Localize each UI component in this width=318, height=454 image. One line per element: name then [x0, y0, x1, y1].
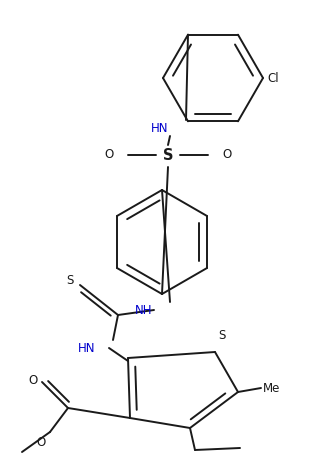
- Text: HN: HN: [150, 122, 168, 134]
- Text: O: O: [29, 374, 38, 386]
- Text: Cl: Cl: [267, 71, 279, 84]
- Text: NH: NH: [135, 304, 152, 316]
- Text: S: S: [218, 329, 225, 342]
- Text: HN: HN: [78, 341, 95, 355]
- Text: O: O: [105, 148, 114, 162]
- Text: S: S: [67, 275, 74, 287]
- Text: O: O: [222, 148, 231, 162]
- Text: O: O: [37, 436, 46, 449]
- Text: S: S: [163, 148, 173, 163]
- Text: Me: Me: [263, 381, 280, 395]
